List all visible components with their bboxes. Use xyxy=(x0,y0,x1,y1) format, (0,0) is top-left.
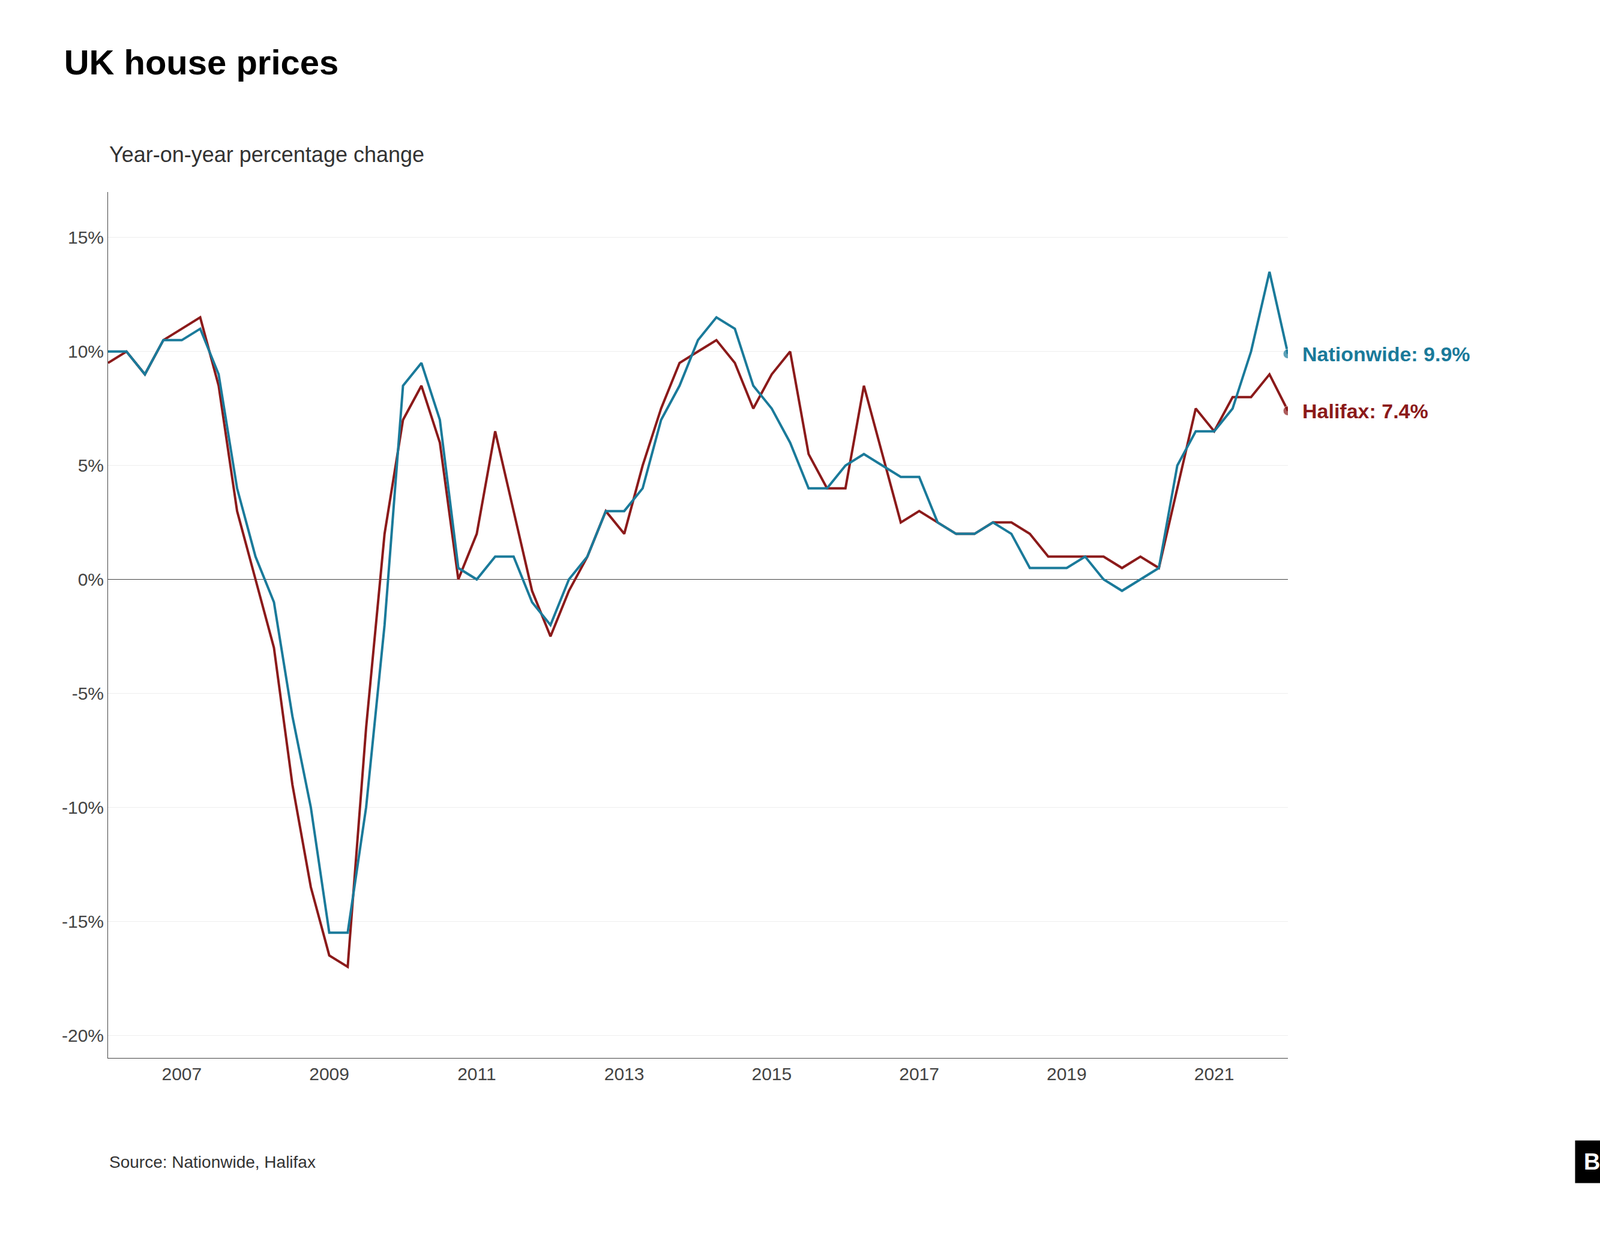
svg-text:5%: 5% xyxy=(78,455,104,476)
svg-text:15%: 15% xyxy=(67,227,104,248)
svg-text:Source: Nationwide, Halifax: Source: Nationwide, Halifax xyxy=(109,1152,316,1172)
svg-text:BBC: BBC xyxy=(1583,1149,1600,1175)
svg-text:2009: 2009 xyxy=(309,1064,350,1084)
svg-text:-15%: -15% xyxy=(61,911,104,932)
svg-text:2017: 2017 xyxy=(899,1064,940,1084)
svg-text:Year-on-year percentage change: Year-on-year percentage change xyxy=(109,142,425,167)
svg-text:0%: 0% xyxy=(78,569,104,590)
svg-text:-5%: -5% xyxy=(72,683,104,704)
svg-text:2015: 2015 xyxy=(751,1064,793,1084)
svg-text:2007: 2007 xyxy=(162,1064,203,1084)
svg-text:Nationwide: 9.9%: Nationwide: 9.9% xyxy=(1302,342,1471,366)
svg-text:2013: 2013 xyxy=(604,1064,645,1084)
svg-text:-10%: -10% xyxy=(61,797,104,818)
svg-text:2011: 2011 xyxy=(457,1064,497,1084)
svg-text:Halifax: 7.4%: Halifax: 7.4% xyxy=(1302,399,1429,423)
svg-text:2019: 2019 xyxy=(1046,1064,1087,1084)
svg-text:10%: 10% xyxy=(67,341,104,362)
svg-text:2021: 2021 xyxy=(1194,1064,1235,1084)
svg-text:UK house prices: UK house prices xyxy=(64,42,340,82)
svg-text:-20%: -20% xyxy=(61,1025,104,1046)
